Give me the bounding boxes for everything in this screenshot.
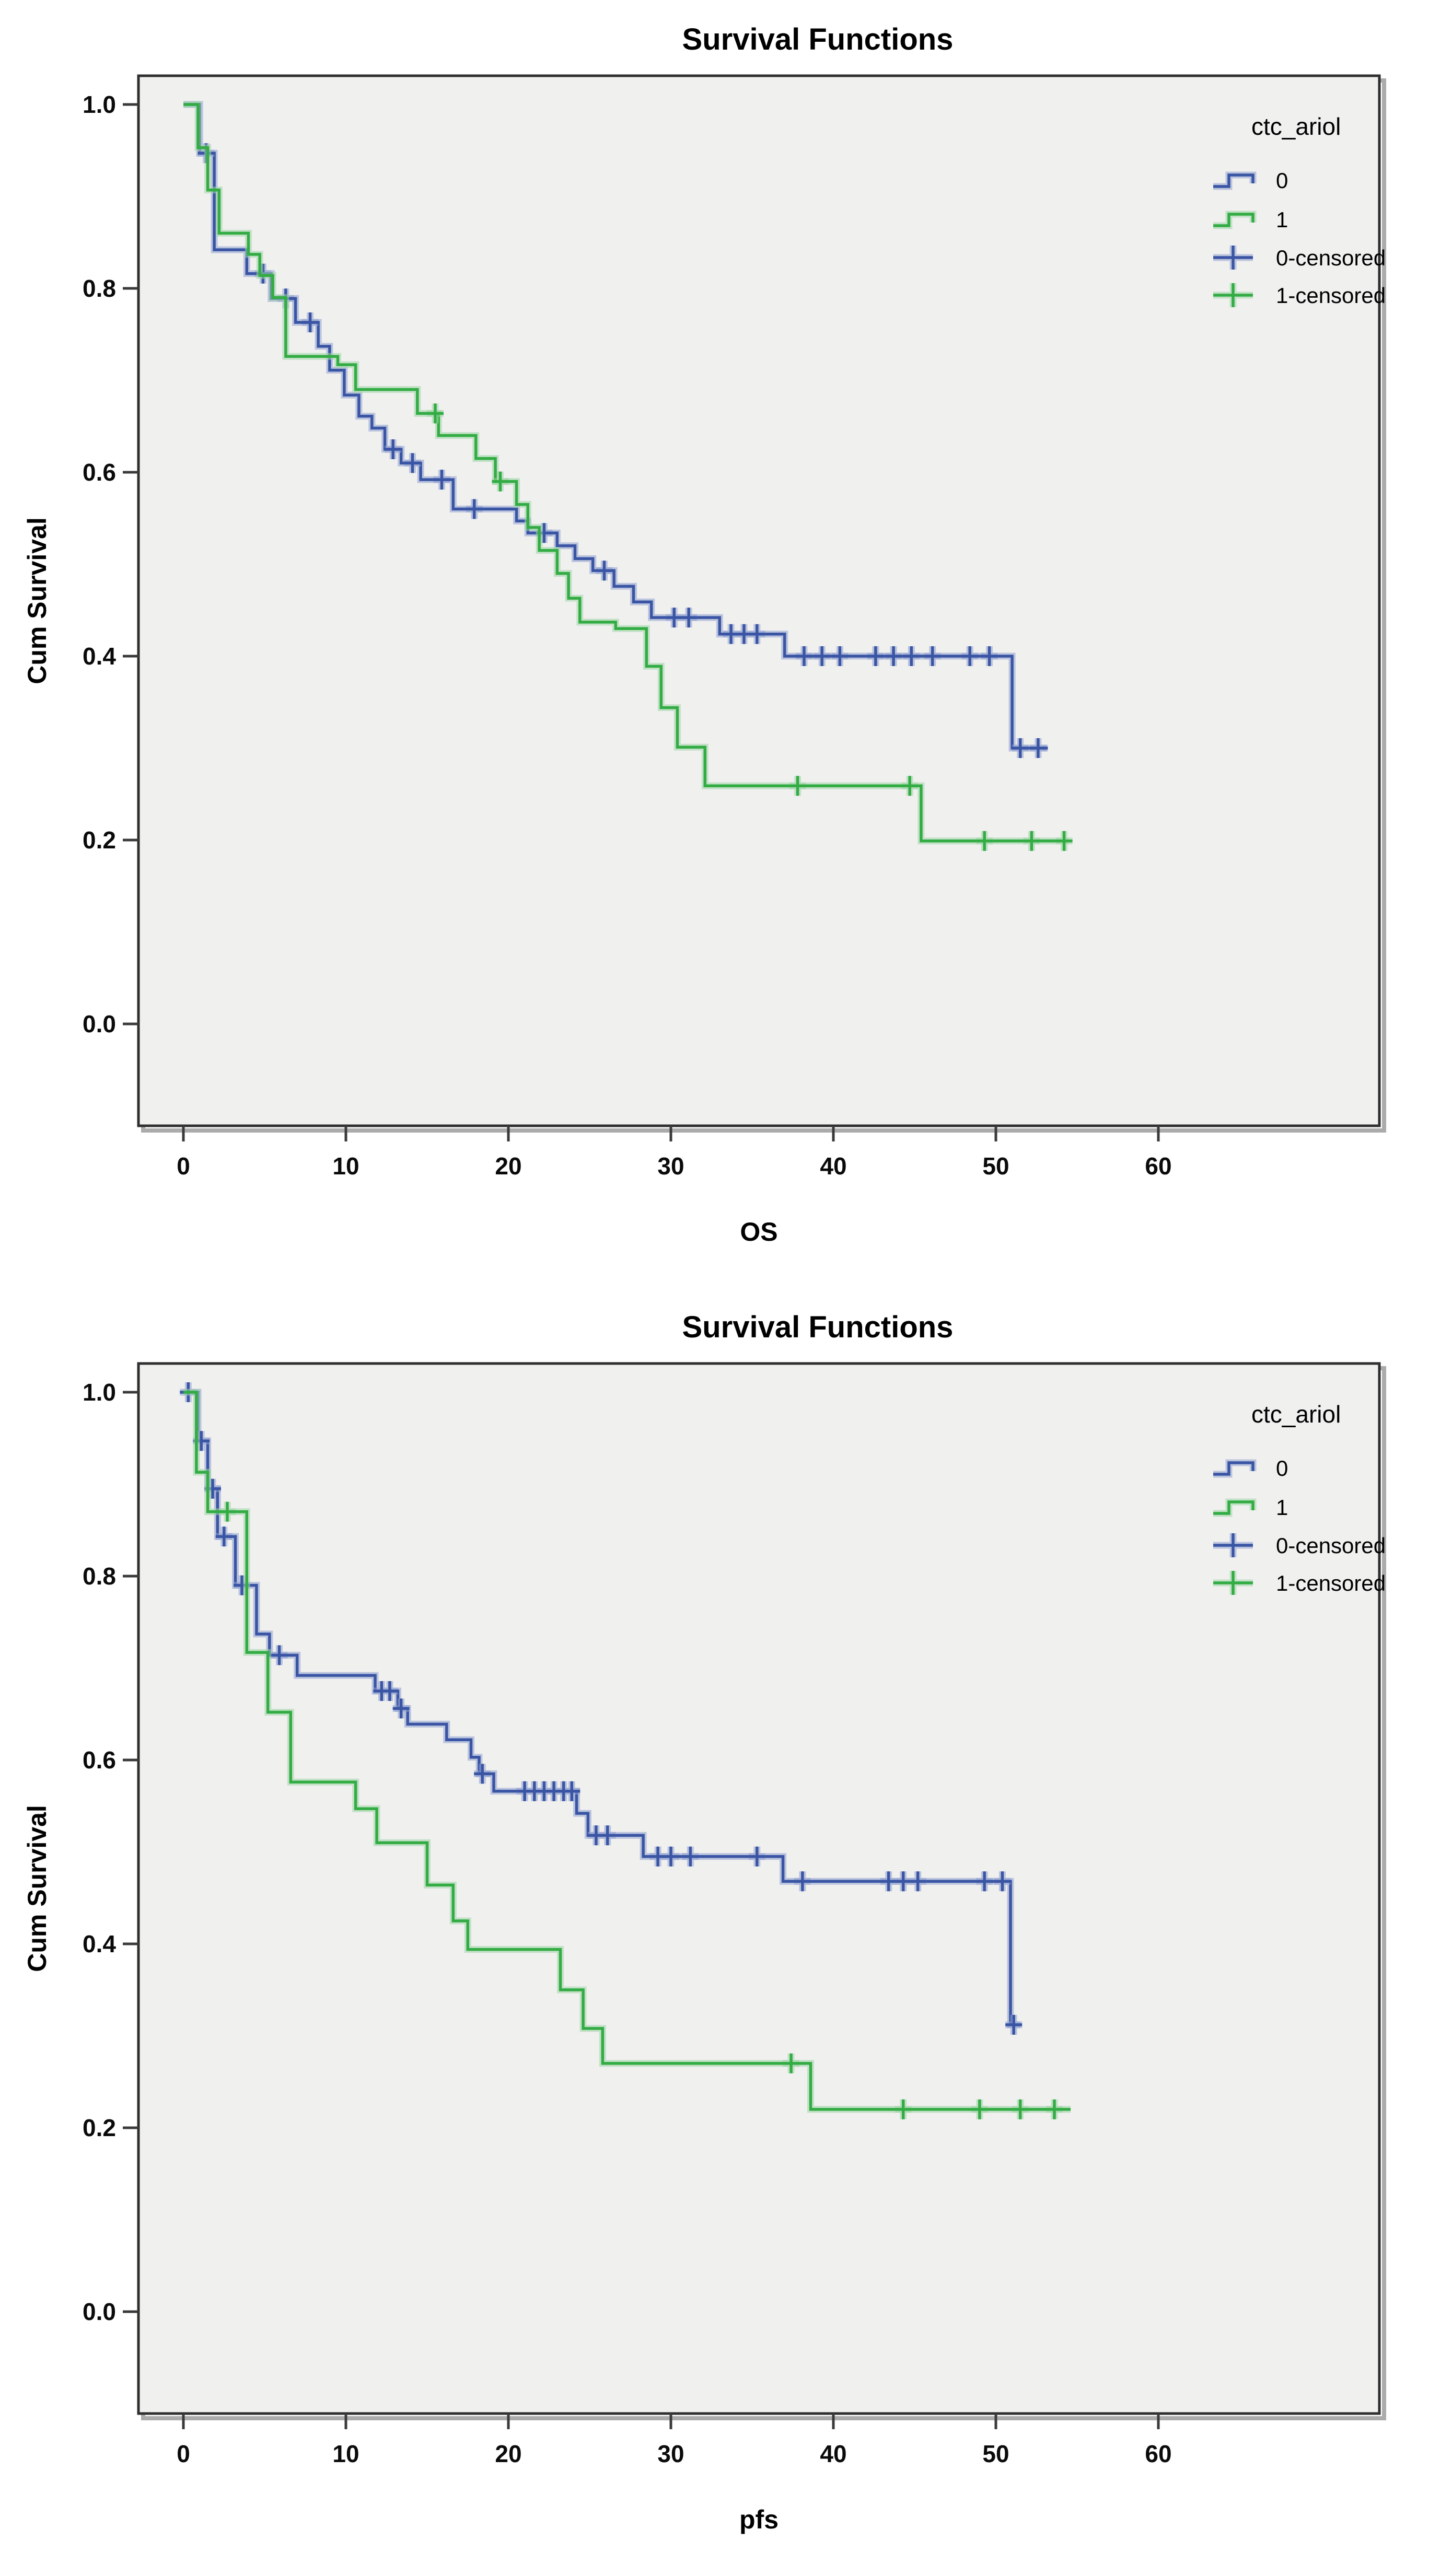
y-tick-label: 0.0	[83, 1010, 116, 1038]
legend-plus-glyph	[1213, 1533, 1253, 1557]
legend-plus-glyph	[1213, 246, 1253, 270]
y-tick-label: 0.4	[83, 1930, 116, 1957]
x-tick-label: 0	[177, 1152, 190, 1180]
x-tick-label: 30	[657, 1152, 684, 1180]
plot-area	[137, 74, 1381, 1127]
legend-step-glyph	[1213, 173, 1254, 188]
legend-step-glyph	[1213, 1500, 1254, 1515]
legend-item-label: 0	[1276, 168, 1288, 193]
legend-plus-glyph	[1213, 283, 1253, 307]
y-tick-label: 1.0	[83, 1379, 116, 1406]
y-tick-label: 0.2	[83, 826, 116, 854]
y-axis-title: Cum Survival	[22, 1805, 52, 1972]
x-tick-label: 60	[1145, 1152, 1171, 1180]
x-tick-label: 40	[820, 2440, 846, 2467]
legend-item-label: 0-censored	[1276, 246, 1386, 270]
x-tick-label: 30	[657, 2440, 684, 2467]
x-axis-title: pfs	[739, 2505, 779, 2534]
y-tick-label: 0.8	[83, 1563, 116, 1590]
x-tick-label: 10	[332, 1152, 359, 1180]
legend-plus-glyph	[1213, 1571, 1253, 1595]
legend-step-glyph	[1213, 213, 1254, 227]
legend-step-glyph	[1213, 1461, 1254, 1476]
x-tick-label: 50	[982, 2440, 1009, 2467]
x-axis-title: OS	[740, 1217, 777, 1246]
chart-title: Survival Functions	[682, 1310, 954, 1344]
y-tick-label: 1.0	[83, 91, 116, 118]
legend: ctc_ariol 0 1 0-censored 1-censored	[1213, 1401, 1386, 1595]
y-tick-label: 0.2	[83, 2114, 116, 2141]
survival-curve-1	[183, 1391, 1071, 2111]
legend-item-label: 0-censored	[1276, 1533, 1386, 1558]
chart-title: Survival Functions	[682, 22, 954, 56]
legend: ctc_ariol 0 1 0-censored 1-censored	[1213, 113, 1386, 308]
y-tick-label: 0.4	[83, 643, 116, 670]
survival-curve-group-1	[183, 101, 1073, 851]
survival-curve-1	[183, 103, 1069, 843]
x-tick-label: 60	[1145, 2440, 1171, 2467]
x-tick-label: 20	[495, 1152, 521, 1180]
pfs-survival-chart: Survival Functions 0.0 0.2 0.4 0.6 0.8 1.0 0 10 2…	[0, 1288, 1452, 2575]
y-tick-label: 0.6	[83, 459, 116, 486]
os-survival-chart: Survival Functions 0.0 0.2 0.4 0.6 0.8 1.0 0 10 2…	[22, 22, 1386, 1246]
censor-marks-1	[219, 1501, 1063, 2119]
x-tick-label: 0	[177, 2440, 190, 2467]
x-tick-label: 20	[495, 2440, 521, 2467]
y-tick-label: 0.8	[83, 275, 116, 302]
legend-item-label: 0	[1276, 1456, 1288, 1481]
plot-area	[137, 1362, 1381, 2415]
y-tick-label: 0.0	[83, 2298, 116, 2325]
x-tick-label: 10	[332, 2440, 359, 2467]
legend-item-label: 1-censored	[1276, 283, 1386, 308]
y-tick-label: 0.6	[83, 1746, 116, 1774]
legend-item-label: 1	[1276, 1495, 1288, 1520]
x-tick-label: 40	[820, 1152, 846, 1180]
censor-marks-1	[427, 403, 1073, 851]
legend-item-label: 1-censored	[1276, 1571, 1386, 1595]
y-axis-title: Cum Survival	[22, 517, 52, 684]
legend-item-label: 1	[1276, 207, 1288, 232]
survival-curve-group-1	[183, 1389, 1071, 2119]
legend-title: ctc_ariol	[1251, 1401, 1341, 1428]
legend-title: ctc_ariol	[1251, 113, 1341, 140]
x-tick-label: 50	[982, 1152, 1009, 1180]
